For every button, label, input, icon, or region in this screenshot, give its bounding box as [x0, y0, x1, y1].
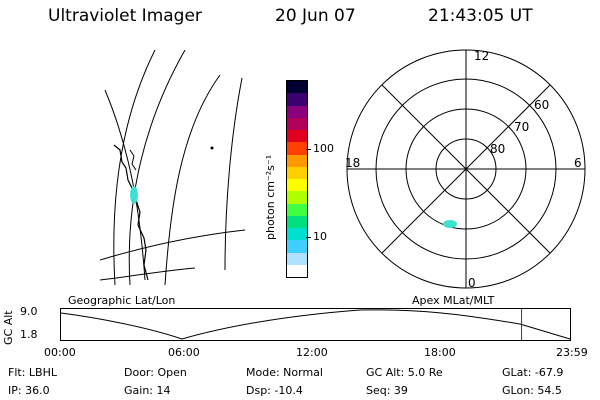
status-door: Door: Open: [124, 366, 187, 379]
colorbar-unit-label: photon cm⁻²s⁻¹: [264, 154, 277, 240]
date-label: 20 Jun 07: [275, 6, 356, 26]
status-glat: GLat: -67.9: [502, 366, 564, 379]
colorbar-segment: [287, 228, 307, 241]
timeline-left-caption: Geographic Lat/Lon: [68, 294, 176, 307]
timeline-frame: [60, 308, 571, 341]
colorbar-segment: [287, 203, 307, 216]
map-grid-line: [100, 229, 246, 261]
colorbar-tick-mark: [306, 149, 311, 150]
lat-label-70: 70: [514, 120, 529, 134]
colorbar-segment: [287, 240, 307, 253]
timeline-x-tick-1200: 12:00: [296, 346, 328, 359]
status-mode: Mode: Normal: [246, 366, 323, 379]
polar-plot: 12 0 18 6 60 70 80: [345, 49, 586, 290]
timeline-x-tick-2359: 23:59: [556, 346, 588, 359]
geographic-map: [100, 50, 246, 286]
mlt-label-6: 6: [574, 156, 582, 170]
lat-label-60: 60: [534, 98, 549, 112]
coastline: [129, 149, 137, 171]
timeline-x-tick-0000: 00:00: [44, 346, 76, 359]
map-grid-line: [104, 89, 146, 281]
map-dot: [210, 146, 214, 150]
colorbar-tick-mark: [306, 237, 311, 238]
colorbar-segment: [287, 130, 307, 143]
status-gain: Gain: 14: [124, 384, 171, 397]
map-grid-line: [113, 50, 156, 286]
altitude-curve: [60, 309, 571, 340]
colorbar-segment: [287, 105, 307, 118]
status-dsp: Dsp: -10.4: [246, 384, 303, 397]
mlt-label-0: 0: [468, 276, 476, 290]
colorbar-tick-100: 100: [313, 142, 334, 155]
colorbar-segment: [287, 93, 307, 106]
timeline-x-tick-1800: 18:00: [424, 346, 456, 359]
map-grid-line: [128, 50, 186, 286]
colorbar-segment: [287, 117, 307, 130]
colorbar-segment: [287, 81, 307, 94]
time-label: 21:43:05 UT: [428, 6, 533, 26]
colorbar-segment: [287, 215, 307, 228]
mlt-label-18: 18: [345, 156, 360, 170]
colorbar-segment: [287, 264, 307, 277]
timeline-right-caption: Apex MLat/MLT: [412, 294, 495, 307]
mlt-label-12: 12: [474, 49, 489, 63]
timeline-y-tick-top: 9.0: [20, 305, 38, 318]
status-filter: Flt: LBHL: [8, 366, 57, 379]
colorbar-tick-10: 10: [313, 230, 327, 243]
lat-label-80: 80: [490, 142, 505, 156]
status-glon: GLon: 54.5: [502, 384, 562, 397]
color-scale-bar: [286, 80, 308, 278]
aurora-spot: [443, 220, 457, 228]
status-seq: Seq: 39: [366, 384, 408, 397]
mlt-diagonal: [381, 84, 551, 254]
map-grid-line: [224, 77, 243, 271]
map-grid-line: [164, 74, 221, 286]
status-ip: IP: 36.0: [8, 384, 50, 397]
timeline-x-tick-0600: 06:00: [168, 346, 200, 359]
map-grid-line: [100, 267, 196, 281]
timeline-y-axis-label: GC Alt: [2, 310, 15, 345]
instrument-title: Ultraviolet Imager: [48, 6, 202, 26]
colorbar-segment: [287, 179, 307, 192]
aurora-spot: [130, 186, 138, 204]
colorbar-segment: [287, 142, 307, 155]
altitude-timeline: [60, 308, 571, 341]
colorbar-segment: [287, 154, 307, 167]
colorbar-segment: [287, 191, 307, 204]
status-gc-alt: GC Alt: 5.0 Re: [366, 366, 443, 379]
colorbar-segment: [287, 166, 307, 179]
timeline-y-tick-bottom: 1.8: [20, 328, 38, 341]
colorbar-segment: [287, 252, 307, 265]
